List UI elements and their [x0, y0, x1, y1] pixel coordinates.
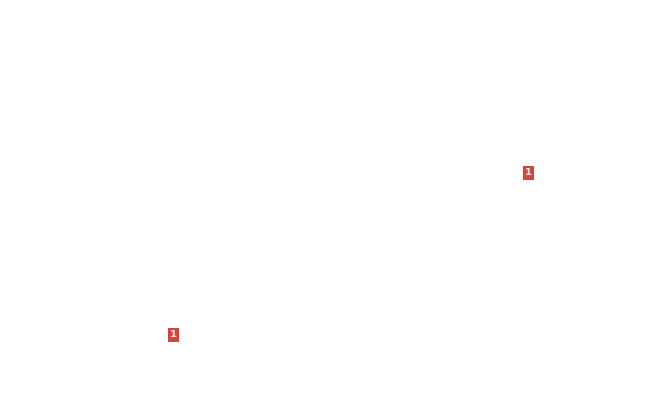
- count-badge: 1: [523, 166, 534, 180]
- count-badge: 1: [168, 328, 179, 342]
